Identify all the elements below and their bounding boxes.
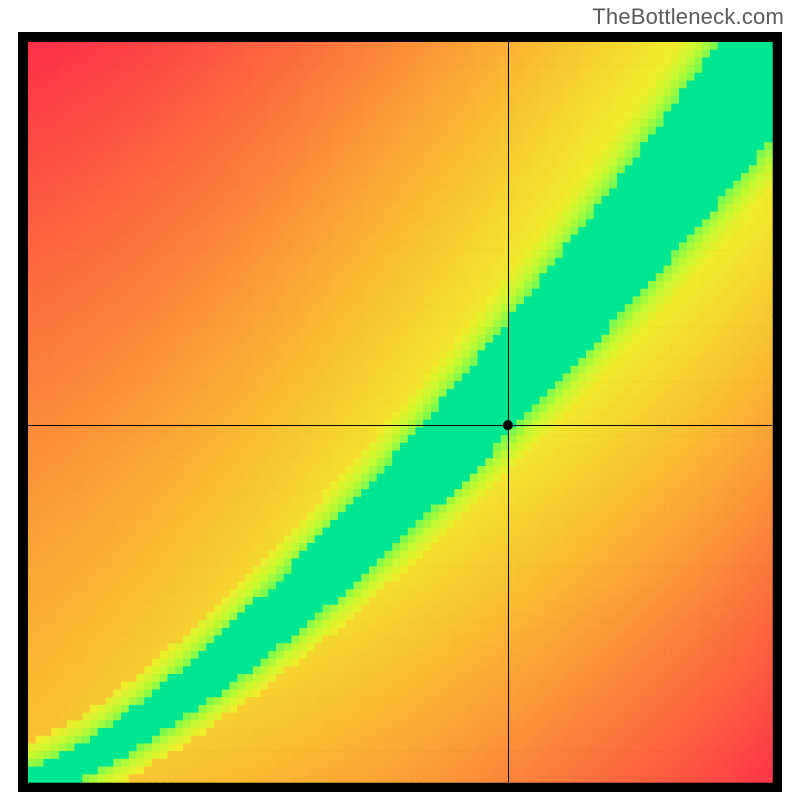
chart-container: { "watermark": { "text": "TheBottleneck.… [0, 0, 800, 800]
watermark-text: TheBottleneck.com [592, 4, 784, 30]
heatmap-frame [18, 32, 782, 792]
bottleneck-heatmap [18, 32, 782, 792]
